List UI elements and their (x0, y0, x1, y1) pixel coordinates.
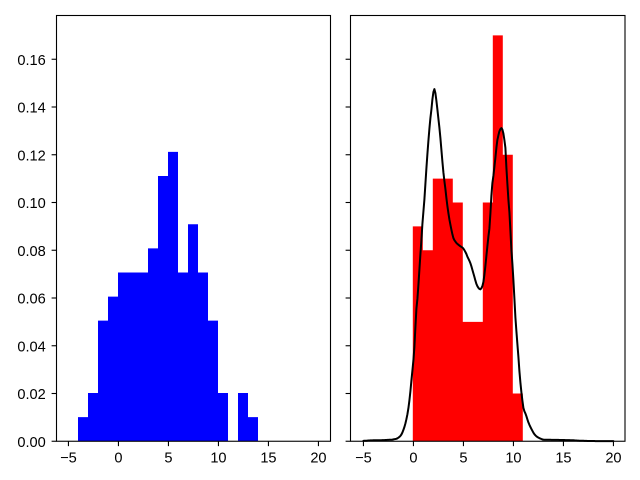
svg-text:10: 10 (505, 450, 521, 466)
svg-text:0.16: 0.16 (17, 53, 45, 69)
svg-text:0.02: 0.02 (17, 387, 45, 403)
svg-text:−5: −5 (355, 450, 372, 466)
svg-text:0.10: 0.10 (17, 196, 45, 212)
svg-text:5: 5 (164, 450, 172, 466)
svg-text:0.06: 0.06 (17, 292, 45, 308)
svg-text:15: 15 (260, 450, 276, 466)
svg-text:15: 15 (555, 450, 571, 466)
svg-text:0.08: 0.08 (17, 244, 45, 260)
svg-text:0.12: 0.12 (17, 148, 45, 164)
svg-text:0: 0 (114, 450, 122, 466)
svg-text:0: 0 (409, 450, 417, 466)
svg-text:0.04: 0.04 (17, 339, 45, 355)
svg-text:0.14: 0.14 (17, 101, 45, 117)
svg-text:0.00: 0.00 (17, 435, 45, 451)
svg-text:20: 20 (605, 450, 621, 466)
svg-text:10: 10 (210, 450, 226, 466)
svg-text:20: 20 (310, 450, 326, 466)
svg-text:−5: −5 (60, 450, 77, 466)
svg-text:5: 5 (459, 450, 467, 466)
